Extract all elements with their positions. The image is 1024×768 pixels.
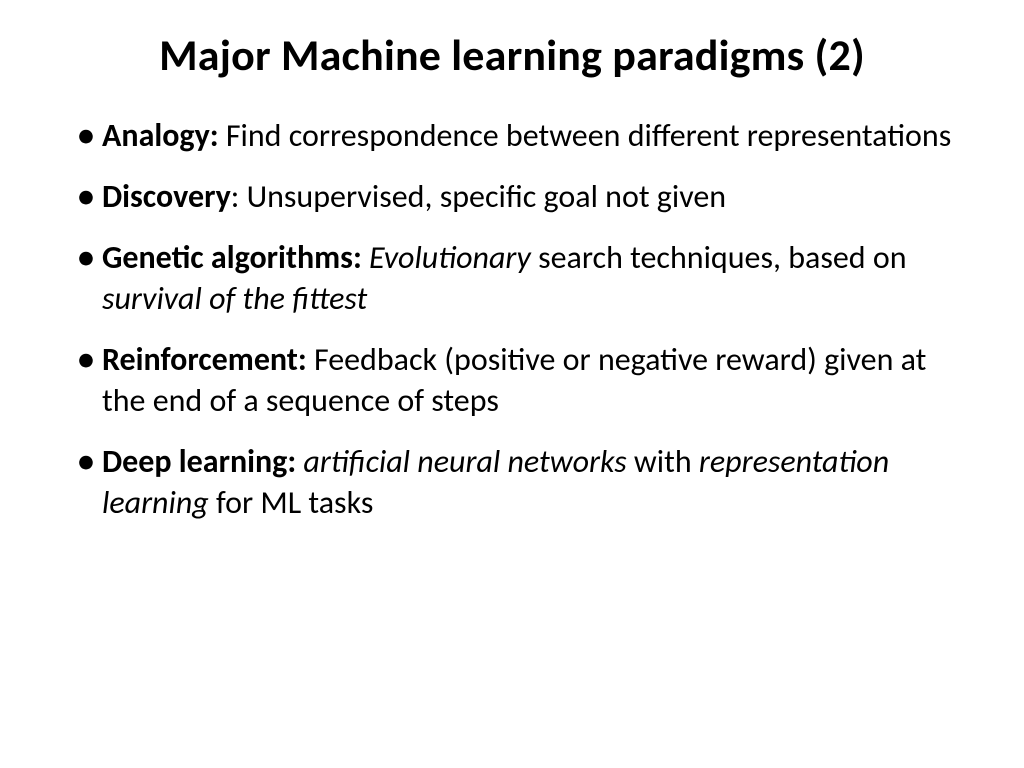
- bullet-item: Deep learning: artificial neural network…: [50, 442, 974, 524]
- bullet-item: Discovery: Unsupervised, specific goal n…: [50, 177, 974, 218]
- bullet-item: Analogy: Find correspondence between dif…: [50, 116, 974, 157]
- slide: Major Machine learning paradigms (2) Ana…: [0, 0, 1024, 768]
- bullet-term: Deep learning:: [102, 442, 296, 481]
- bullet-body: : Unsupervised, specific goal not given: [231, 177, 726, 216]
- bullet-term: Genetic algorithms:: [102, 238, 362, 277]
- bullet-list: Analogy: Find correspondence between dif…: [50, 116, 974, 524]
- bullet-body: Find correspondence between different re…: [219, 116, 952, 155]
- slide-title: Major Machine learning paradigms (2): [50, 28, 974, 82]
- bullet-term: Reinforcement:: [102, 340, 307, 379]
- bullet-item: Genetic algorithms: Evolutionary search …: [50, 238, 974, 320]
- bullet-term: Discovery: [102, 177, 231, 216]
- bullet-term: Analogy:: [102, 116, 219, 155]
- bullet-item: Reinforcement: Feedback (positive or neg…: [50, 340, 974, 422]
